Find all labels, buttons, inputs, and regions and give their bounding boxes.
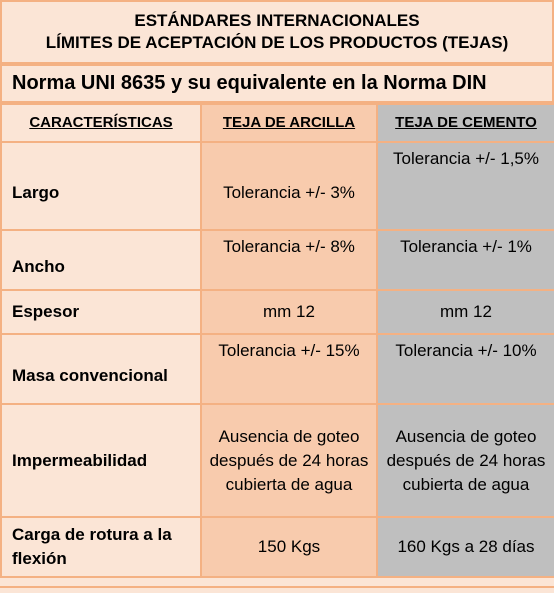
table-row: Largo Tolerancia +/- 3% Tolerancia +/- 1… (0, 141, 554, 231)
arcilla-cell: Tolerancia +/- 3% (200, 141, 378, 231)
arcilla-cell: 150 Kgs (200, 516, 378, 578)
column-header-caracteristicas: CARACTERÍSTICAS (0, 103, 202, 143)
table-row: Masa convencional Tolerancia +/- 15% Tol… (0, 333, 554, 405)
row-label: Largo (0, 141, 202, 231)
table-row: Carga de rotura a la flexión 150 Kgs 160… (0, 516, 554, 578)
bottom-strip (0, 586, 554, 593)
arcilla-cell: mm 12 (200, 289, 378, 335)
row-label: Impermeabilidad (0, 403, 202, 518)
cemento-cell: Ausencia de goteo después de 24 horas cu… (376, 403, 554, 518)
row-label: Ancho (0, 229, 202, 291)
arcilla-cell: Tolerancia +/- 8% (200, 229, 378, 291)
title-line-1: ESTÁNDARES INTERNACIONALES (134, 11, 420, 30)
column-header-cemento: TEJA DE CEMENTO (376, 103, 554, 143)
title-block: ESTÁNDARES INTERNACIONALES LÍMITES DE AC… (0, 0, 554, 64)
table-header-row: CARACTERÍSTICAS TEJA DE ARCILLA TEJA DE … (0, 103, 554, 143)
row-label: Carga de rotura a la flexión (0, 516, 202, 578)
standards-table: CARACTERÍSTICAS TEJA DE ARCILLA TEJA DE … (0, 103, 554, 578)
row-label: Espesor (0, 289, 202, 335)
subtitle: Norma UNI 8635 y su equivalente en la No… (0, 64, 554, 103)
title-line-2: LÍMITES DE ACEPTACIÓN DE LOS PRODUCTOS (… (45, 33, 509, 52)
column-header-arcilla: TEJA DE ARCILLA (200, 103, 378, 143)
row-label: Masa convencional (0, 333, 202, 405)
arcilla-cell: Ausencia de goteo después de 24 horas cu… (200, 403, 378, 518)
cemento-cell: 160 Kgs a 28 días (376, 516, 554, 578)
arcilla-cell: Tolerancia +/- 15% (200, 333, 378, 405)
cemento-cell: Tolerancia +/- 1,5% (376, 141, 554, 231)
table-row: Impermeabilidad Ausencia de goteo despué… (0, 403, 554, 518)
cemento-cell: Tolerancia +/- 10% (376, 333, 554, 405)
table-row: Ancho Tolerancia +/- 8% Tolerancia +/- 1… (0, 229, 554, 291)
table-row: Espesor mm 12 mm 12 (0, 289, 554, 335)
cemento-cell: mm 12 (376, 289, 554, 335)
cemento-cell: Tolerancia +/- 1% (376, 229, 554, 291)
